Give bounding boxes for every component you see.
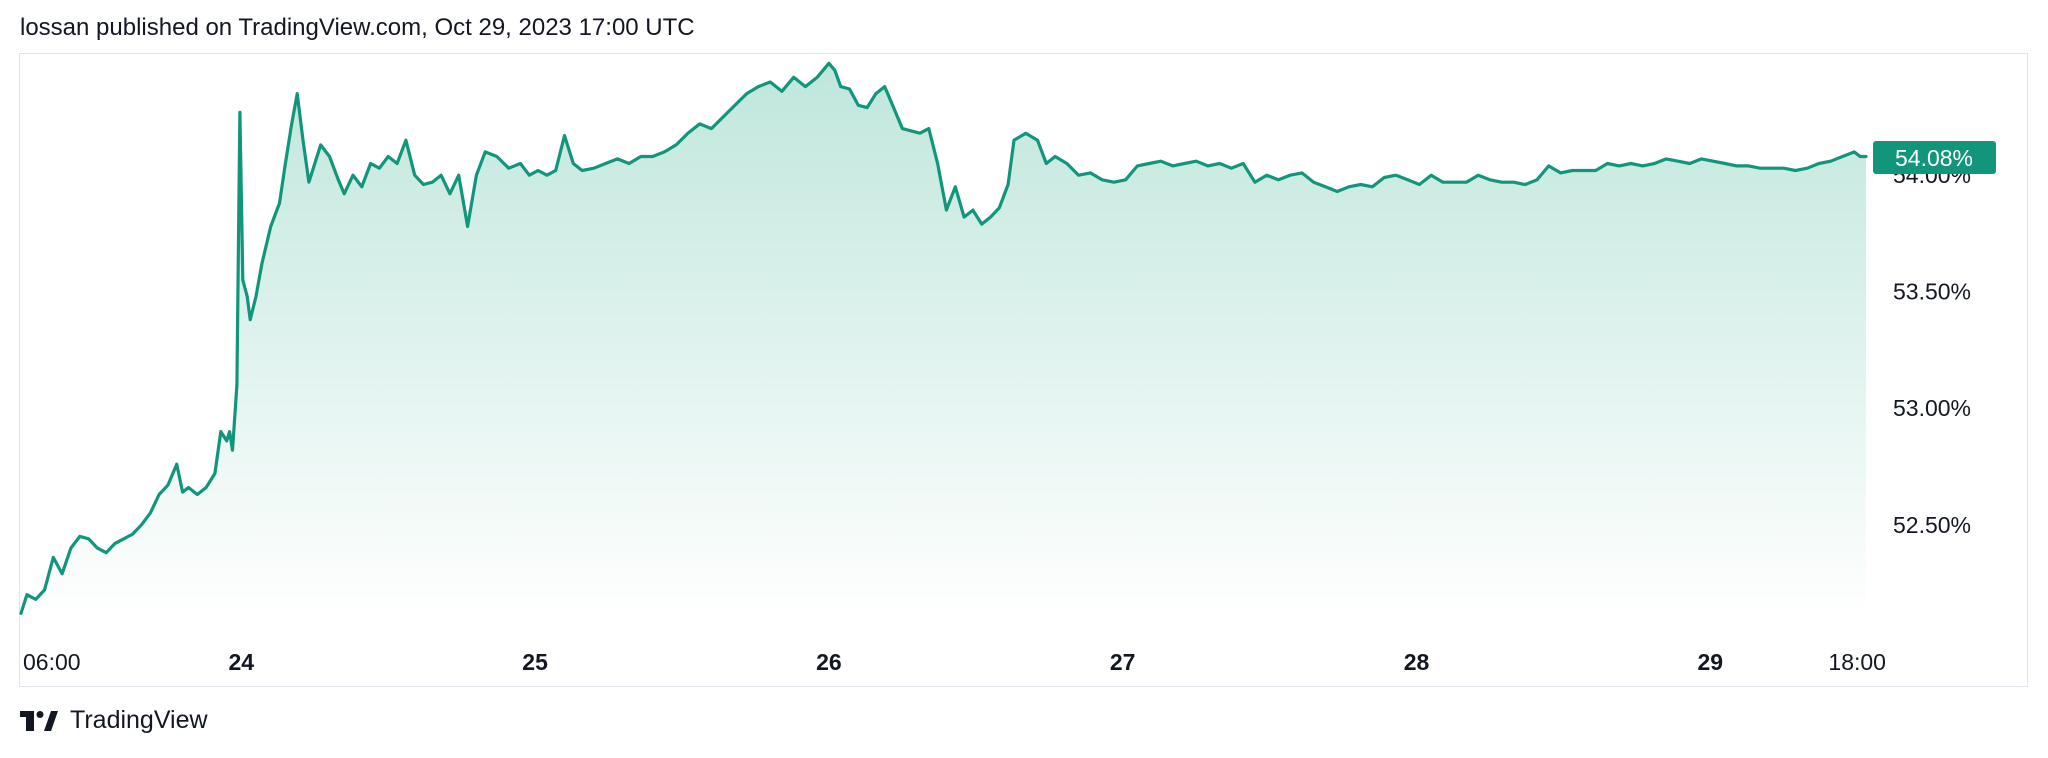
x-tick-label: 18:00 [1828, 649, 1886, 675]
y-tick-label: 53.50% [1893, 279, 1971, 305]
x-tick-label: 06:00 [23, 649, 81, 675]
x-tick-label: 24 [229, 649, 255, 675]
last-value-label: 54.08% [1895, 145, 1973, 171]
brand-name: TradingView [70, 706, 208, 734]
y-tick-label: 53.00% [1893, 395, 1971, 421]
y-axis: 52.50%53.00%53.50%54.00% [1893, 162, 1971, 538]
x-tick-label: 25 [522, 649, 548, 675]
chart-frame [19, 53, 2028, 687]
y-tick-label: 52.50% [1893, 512, 1971, 538]
x-tick-label: 29 [1698, 649, 1724, 675]
x-tick-label: 28 [1404, 649, 1430, 675]
last-value-badge: 54.08% [1873, 141, 1996, 174]
tradingview-logo-icon [20, 710, 58, 731]
publish-info: lossan published on TradingView.com, Oct… [20, 14, 695, 41]
x-tick-label: 26 [816, 649, 842, 675]
series-line-layer [19, 61, 1868, 615]
price-chart[interactable]: 52.50%53.00%53.50%54.00% 06:00 24 25 26 27 28… [0, 0, 2048, 700]
area-fill-layer [21, 63, 1866, 619]
series-line [19, 61, 1868, 615]
last-value-badge-bg [1873, 141, 1996, 174]
x-axis: 06:00 24 25 26 27 28 29 18:00 [23, 649, 1886, 675]
footer: TradingView [20, 706, 208, 735]
x-tick-label: 27 [1110, 649, 1136, 675]
area-fill [21, 63, 1866, 619]
